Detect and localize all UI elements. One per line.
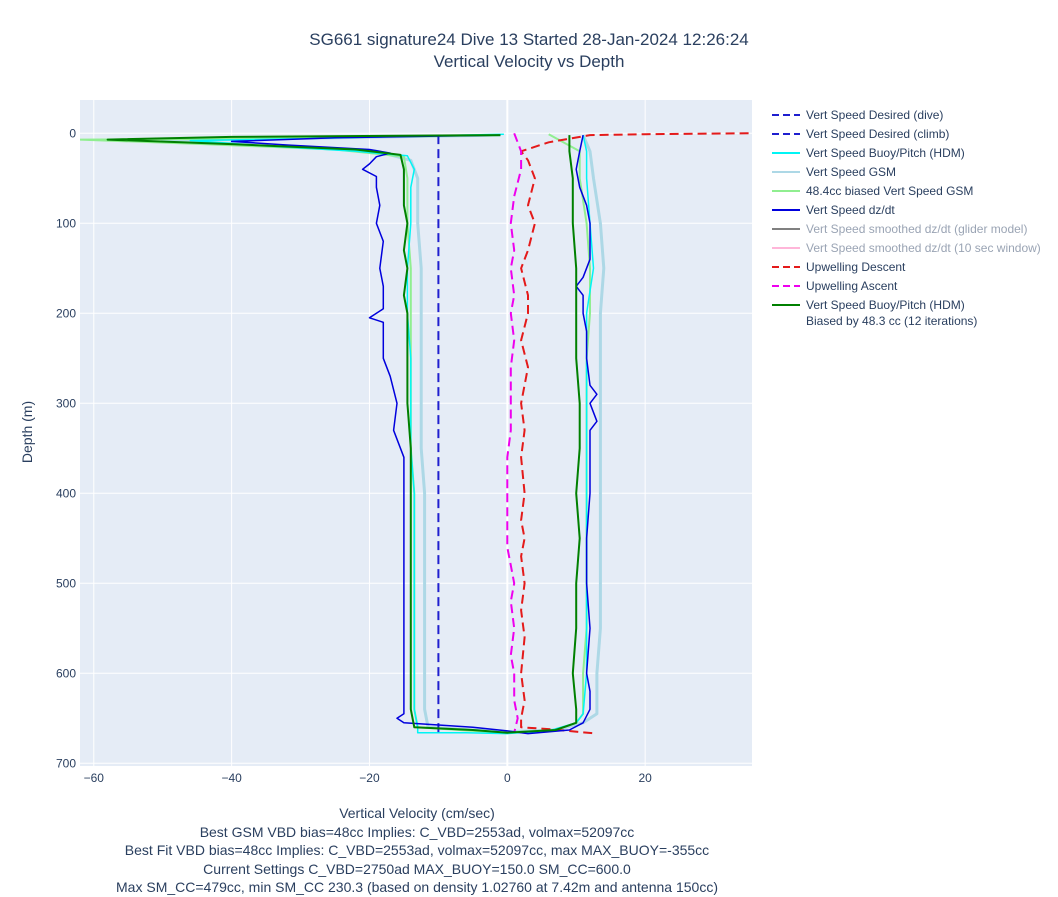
y-tick-label: 300 (56, 396, 76, 410)
legend-label-line: Vert Speed Buoy/Pitch (HDM) (806, 298, 965, 312)
chart-title: SG661 signature24 Dive 13 Started 28-Jan… (309, 30, 749, 49)
legend-label: Vert Speed smoothed dz/dt (10 sec window… (806, 241, 1041, 255)
legend-label-line: Vert Speed Desired (climb) (806, 127, 949, 141)
legend-label: Vert Speed dz/dt (806, 203, 895, 217)
note-line-2: Best Fit VBD bias=48cc Implies: C_VBD=25… (124, 842, 710, 858)
legend-label-line: Vert Speed GSM (806, 165, 896, 179)
legend-label-line: Vert Speed Desired (dive) (806, 108, 943, 122)
legend-label-line: Vert Speed dz/dt (806, 203, 895, 217)
y-axis-title: Depth (m) (19, 401, 35, 463)
legend-label: Upwelling Ascent (806, 279, 898, 293)
x-tick-label: −40 (221, 771, 242, 785)
series-line-9 (506, 132, 523, 733)
legend-label-line: Biased by 48.3 cc (12 iterations) (806, 314, 977, 328)
legend-label: 48.4cc biased Vert Speed GSM (806, 184, 973, 198)
series-line-8 (520, 132, 749, 735)
plot-area (80, 100, 752, 766)
legend-label-line: 48.4cc biased Vert Speed GSM (806, 184, 973, 198)
series-line-5 (230, 134, 598, 735)
chart-subtitle: Vertical Velocity vs Depth (433, 52, 625, 71)
legend-label: Vert Speed Buoy/Pitch (HDM) (806, 146, 965, 160)
x-axis-title: Vertical Velocity (cm/sec) (339, 805, 495, 821)
legend-label: Vert Speed Buoy/Pitch (HDM) Biased by 48.… (806, 298, 977, 328)
y-tick-label: 100 (56, 216, 76, 230)
legend-label: Vert Speed smoothed dz/dt (glider model) (806, 222, 1027, 236)
x-tick-label: 0 (504, 771, 511, 785)
note-line-4: Max SM_CC=479cc, min SM_CC 230.3 (based … (116, 879, 718, 895)
legend-label-line: Upwelling Descent (806, 260, 906, 274)
y-tick-label: 600 (56, 666, 76, 680)
legend-label: Vert Speed Desired (climb) (806, 127, 949, 141)
legend-label-line: Vert Speed smoothed dz/dt (glider model) (806, 222, 1027, 236)
note-line-3: Current Settings C_VBD=2750ad MAX_BUOY=1… (203, 860, 631, 877)
note-line-1: Best GSM VBD bias=48cc Implies: C_VBD=25… (199, 823, 635, 840)
series-line-10 (106, 134, 581, 734)
y-tick-label: 500 (56, 576, 76, 590)
legend-label: Upwelling Descent (806, 260, 906, 274)
x-tick-label: −20 (359, 771, 380, 785)
legend-label-line: Vert Speed smoothed dz/dt (10 sec window… (806, 241, 1041, 255)
legend-label-line: Vert Speed Buoy/Pitch (HDM) (806, 146, 965, 160)
y-tick-label: 0 (69, 126, 76, 140)
y-tick-label: 700 (56, 756, 76, 770)
legend-label: Vert Speed Desired (dive) (806, 108, 943, 122)
x-tick-label: −60 (84, 771, 105, 785)
y-tick-label: 200 (56, 306, 76, 320)
legend-label-line: Upwelling Ascent (806, 279, 898, 293)
x-tick-label: 20 (638, 771, 652, 785)
legend-label: Vert Speed GSM (806, 165, 896, 179)
y-tick-label: 400 (56, 486, 76, 500)
